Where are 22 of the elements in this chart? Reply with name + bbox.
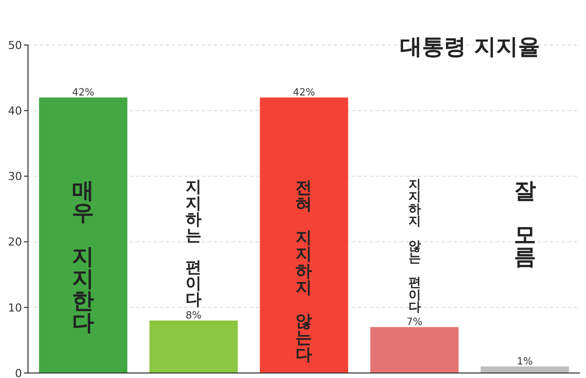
y-tick-label: 30 <box>8 170 22 184</box>
data-label: 7% <box>406 317 422 328</box>
data-label: 42% <box>292 87 316 98</box>
y-tick-label: 20 <box>8 236 22 249</box>
bar <box>370 327 459 373</box>
y-tick-label: 0 <box>15 366 22 378</box>
y-tick-label: 10 <box>8 301 22 314</box>
data-label: 8% <box>186 310 202 322</box>
chart-title: 대통령 지지율 <box>400 35 540 60</box>
bar <box>260 97 348 373</box>
y-tick-label: 40 <box>8 104 22 118</box>
bar <box>149 320 238 373</box>
y-tick-label: 50 <box>8 38 22 52</box>
bar <box>480 366 569 373</box>
category-label: 전혀 지지하지 않는다 <box>296 178 312 364</box>
x-tick-label: 지지하는 편이다 <box>186 177 202 309</box>
x-tick-label: 잘 모름 <box>514 179 536 270</box>
category-label: 지지하지 않는 편이다 <box>408 177 420 314</box>
bar <box>39 97 128 373</box>
data-label: 1% <box>516 356 533 368</box>
x-tick-label: 매우 지지한다 <box>72 179 94 336</box>
data-label: 42% <box>72 87 94 98</box>
